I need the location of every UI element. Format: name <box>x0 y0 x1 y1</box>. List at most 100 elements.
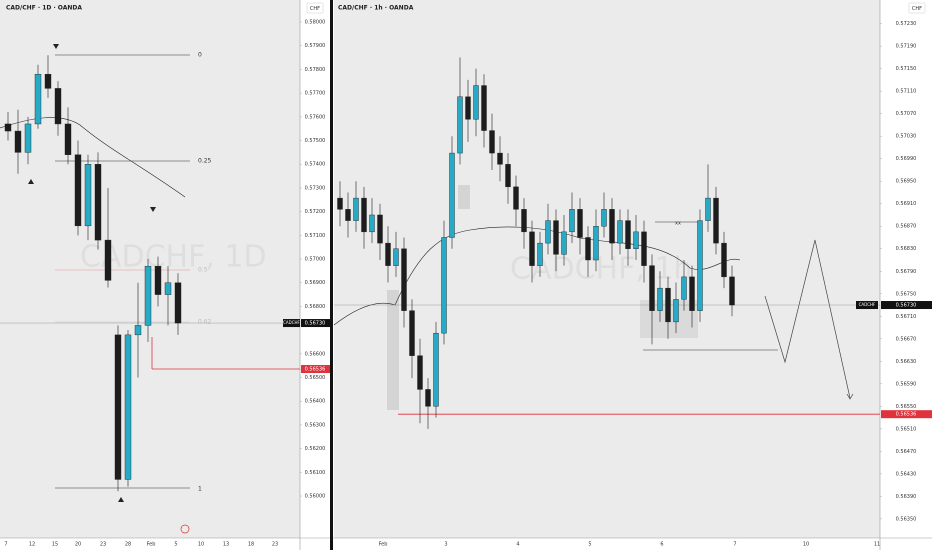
currency-button-label[interactable]: CHF <box>912 6 922 12</box>
y-tick-label: 0.57600 <box>305 114 326 120</box>
price-tag-label: 0.56730 <box>305 321 326 327</box>
candle-body <box>164 282 172 295</box>
fib-label: 0 <box>198 52 202 59</box>
candle-body <box>433 332 439 407</box>
y-tick-label: 0.57100 <box>305 233 326 239</box>
y-tick-label: 0.56390 <box>896 494 917 500</box>
x-tick-label: 13 <box>223 542 229 548</box>
candle-body <box>84 164 92 227</box>
candle-body <box>465 96 471 120</box>
y-tick-label: 0.56710 <box>896 314 917 320</box>
candle-body <box>593 226 599 261</box>
candle-body <box>489 130 495 154</box>
candle-body <box>665 287 671 323</box>
candle-body <box>641 231 647 266</box>
y-tick-label: 0.56300 <box>305 422 326 428</box>
zone <box>458 185 470 209</box>
candle-body <box>601 209 607 227</box>
currency-button-label[interactable]: CHF <box>310 6 320 12</box>
x-tick-label: 7 <box>4 542 7 548</box>
y-tick-label: 0.56990 <box>896 156 917 162</box>
price-tag-label: 0.56730 <box>896 303 917 309</box>
zone <box>387 290 399 410</box>
candle-body <box>609 209 615 244</box>
candle-body <box>134 325 142 336</box>
x-tick-label: 20 <box>75 542 81 548</box>
y-tick-label: 0.57000 <box>305 257 326 263</box>
x-tick-label: 3 <box>444 542 447 548</box>
candle-body <box>353 197 359 221</box>
candle-body <box>505 164 511 188</box>
candle-body <box>361 197 367 233</box>
replay-icon[interactable] <box>180 524 190 534</box>
candle-body <box>569 209 575 233</box>
candle-body <box>144 265 152 326</box>
candle-body <box>345 209 351 221</box>
y-tick-label: 0.57030 <box>896 134 917 140</box>
y-tick-label: 0.56500 <box>305 375 326 381</box>
price-tag <box>301 319 330 328</box>
symbol-tag <box>856 301 878 310</box>
y-tick-label: 0.57200 <box>305 209 326 215</box>
candle-body <box>377 214 383 244</box>
candle-body <box>705 197 711 221</box>
candle-body <box>585 237 591 261</box>
y-tick-label: 0.56100 <box>305 470 326 476</box>
candle-body <box>513 186 519 210</box>
candle-body <box>617 220 623 244</box>
y-tick-label: 0.57400 <box>305 162 326 168</box>
candle-body <box>337 197 343 210</box>
x-tick-label: Feb <box>379 542 388 548</box>
candle-body <box>553 220 559 255</box>
y-tick-label: 0.56000 <box>305 494 326 500</box>
projection-arrow <box>846 393 854 400</box>
y-tick-label: 0.57150 <box>896 66 917 72</box>
candle-body <box>529 231 535 266</box>
candle-body <box>369 214 375 233</box>
moving-average <box>0 117 186 198</box>
y-tick-label: 0.56790 <box>896 269 917 275</box>
x-tick-label: 5 <box>174 542 177 548</box>
x-tick-label: 23 <box>272 542 278 548</box>
x-tick-label: 11 <box>874 542 880 548</box>
candle-body <box>44 73 52 89</box>
y-tick-label: 0.56510 <box>896 426 917 432</box>
y-tick-label: 0.56750 <box>896 291 917 297</box>
currency-button <box>306 2 324 14</box>
candle-body <box>104 239 112 281</box>
candle-body <box>4 123 12 132</box>
y-tick-label: 0.56550 <box>896 404 917 410</box>
candle-body <box>649 265 655 311</box>
y-tick-label: 0.56590 <box>896 381 917 387</box>
y-tick-label: 0.56910 <box>896 201 917 207</box>
y-tick-label: 0.56400 <box>305 399 326 405</box>
candle-body <box>401 248 407 311</box>
projection <box>764 239 851 399</box>
symbol-tag <box>283 319 300 328</box>
y-tick-label: 0.56900 <box>305 280 326 286</box>
y-tick-label: 0.56350 <box>896 516 917 522</box>
candle-body <box>561 231 567 255</box>
y-tick-label: 0.57500 <box>305 138 326 144</box>
candle-body <box>24 123 32 153</box>
y-tick-label: 0.56670 <box>896 336 917 342</box>
x-tick-label: 18 <box>248 542 254 548</box>
chart-title: CAD/CHF · 1D · OANDA <box>6 5 82 12</box>
candle-body <box>441 237 447 334</box>
candle-body <box>545 220 551 244</box>
symbol-tag-label: CADCHF <box>283 320 300 325</box>
candle-body <box>425 389 431 407</box>
fib-label: 1 <box>198 486 202 493</box>
candle-body <box>393 248 399 266</box>
candle-body <box>54 88 62 125</box>
candle-body <box>633 231 639 249</box>
y-tick-label: 0.56200 <box>305 446 326 452</box>
candle-body <box>417 355 423 390</box>
symbol-tag-label: CADCHF <box>859 302 876 307</box>
candle-body <box>74 154 82 227</box>
y-tick-label: 0.56630 <box>896 359 917 365</box>
chart-title: CAD/CHF · 1h · OANDA <box>338 5 414 12</box>
candle-body <box>681 276 687 300</box>
x-tick-label: 15 <box>52 542 58 548</box>
x-tick-label: 4 <box>516 542 519 548</box>
